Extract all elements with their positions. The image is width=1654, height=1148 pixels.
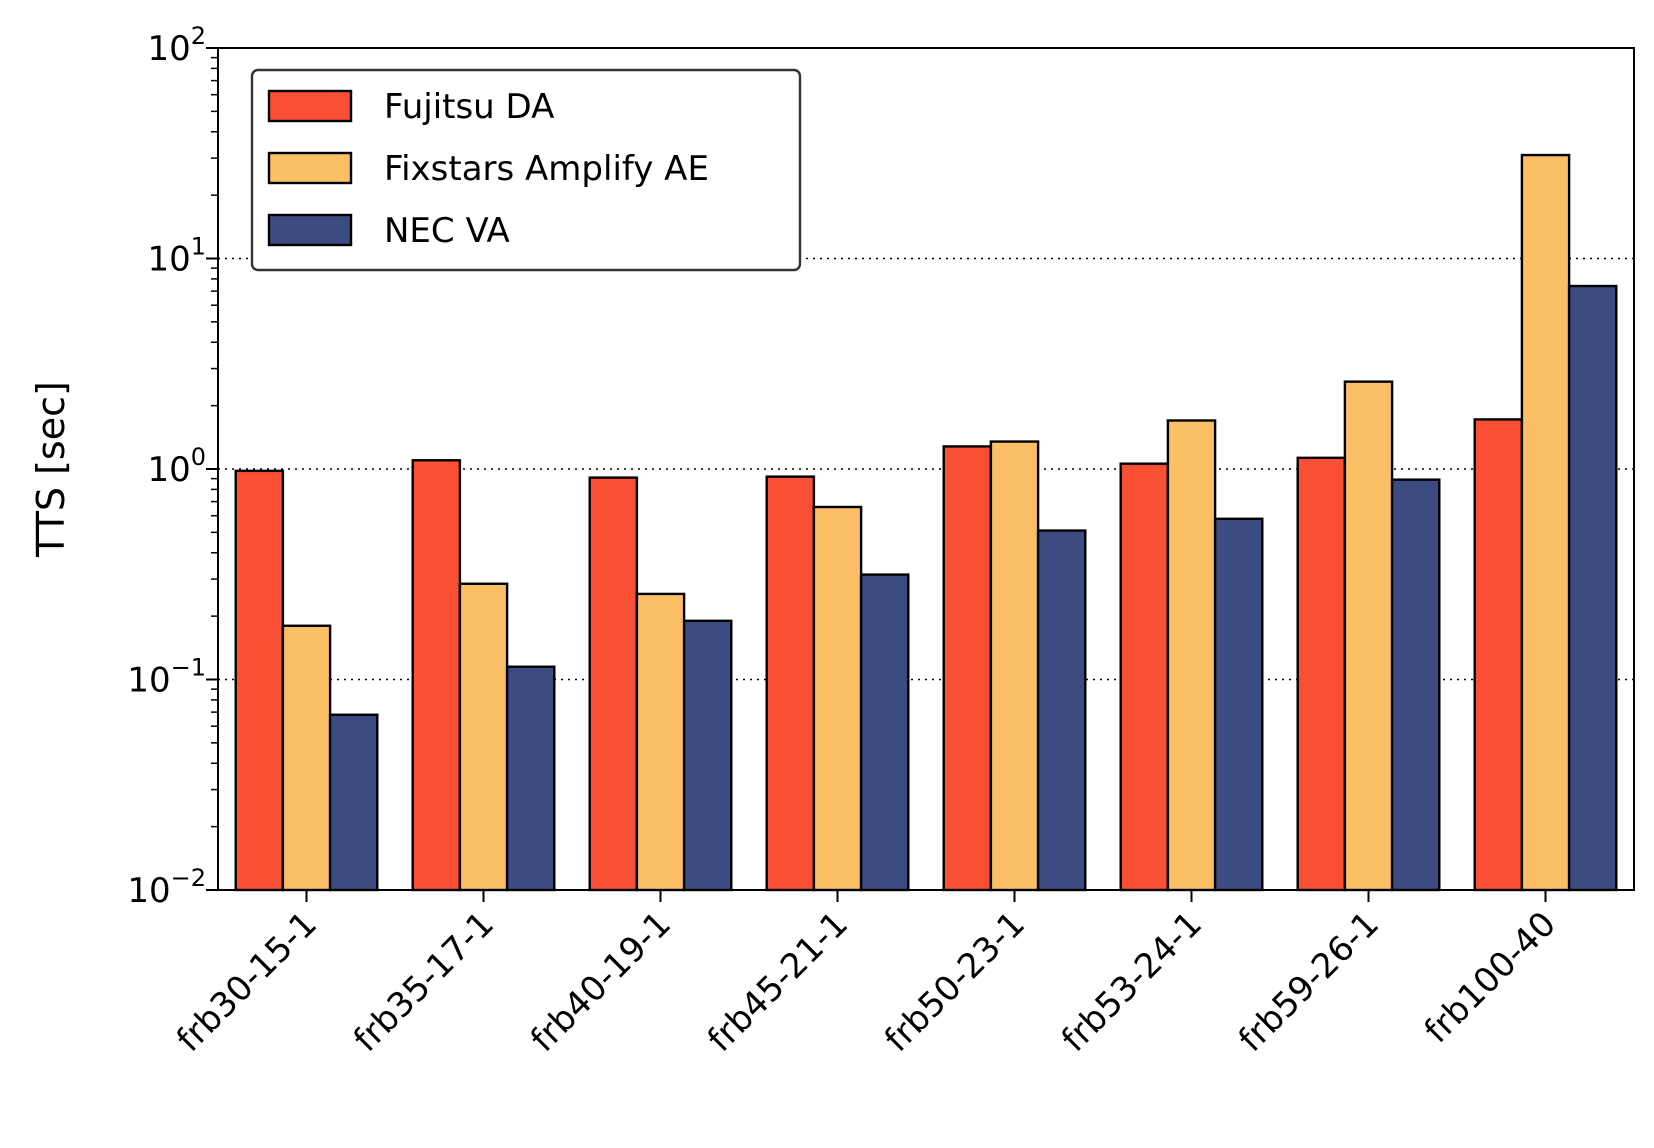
y-tick-label: 100 <box>147 443 206 490</box>
bar <box>1296 456 1347 892</box>
y-tick-label: 102 <box>147 22 206 69</box>
y-axis-label: TTS [sec] <box>29 381 73 558</box>
bar <box>1567 284 1618 892</box>
x-tick-label: frb40-19-1 <box>523 904 679 1060</box>
y-tick-label: 10−2 <box>127 864 206 911</box>
bar <box>859 573 910 892</box>
bar <box>942 445 993 892</box>
x-axis: frb30-15-1 frb35-17-1 frb40-19-1 frb45-21-1… <box>169 890 1564 1060</box>
bar <box>411 459 462 892</box>
bar <box>1036 529 1087 892</box>
y-axis: 10−2 10−1 100 101 102 <box>127 22 218 911</box>
x-tick-label: frb100-40 <box>1417 904 1564 1051</box>
bar <box>989 440 1040 892</box>
bar <box>635 592 686 892</box>
legend-label: Fixstars Amplify AE <box>384 149 709 189</box>
bar <box>234 469 285 892</box>
bar <box>505 665 556 892</box>
bar <box>1390 478 1441 892</box>
legend-swatch <box>267 213 353 247</box>
legend-swatch <box>267 151 353 185</box>
bar <box>812 505 863 892</box>
bars <box>234 153 1618 892</box>
x-tick-label: frb59-26-1 <box>1231 904 1387 1060</box>
y-tick-label: 10−1 <box>127 654 206 701</box>
legend: Fujitsu DA Fixstars Amplify AE NEC VA <box>250 68 802 272</box>
bar <box>1343 380 1394 892</box>
legend-label: Fujitsu DA <box>384 87 554 127</box>
bar <box>588 476 639 892</box>
x-tick-label: frb30-15-1 <box>169 904 325 1060</box>
x-tick-label: frb45-21-1 <box>700 904 856 1060</box>
bar <box>1213 517 1264 892</box>
bar <box>1473 418 1524 892</box>
legend-label: NEC VA <box>384 211 510 251</box>
bar <box>1520 153 1571 892</box>
y-tick-label: 101 <box>147 233 206 280</box>
bar <box>328 713 379 892</box>
bar <box>281 624 332 892</box>
x-tick-label: frb50-23-1 <box>877 904 1033 1060</box>
x-tick-label: frb53-24-1 <box>1054 904 1210 1060</box>
bar <box>458 582 509 892</box>
legend-frame <box>250 68 802 272</box>
bar <box>765 475 816 892</box>
grid-lines <box>218 257 1634 681</box>
bar <box>1119 462 1170 892</box>
x-tick-label: frb35-17-1 <box>346 904 502 1060</box>
legend-swatch <box>267 89 353 123</box>
bar <box>682 619 733 892</box>
bar <box>1166 419 1217 892</box>
